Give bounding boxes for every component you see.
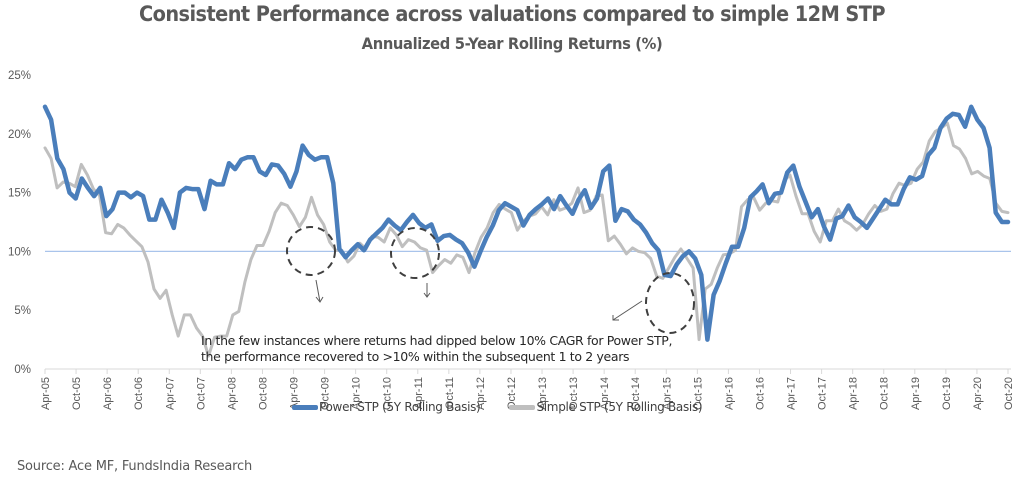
arrow-head (612, 315, 619, 321)
x-tick-label: Oct-16 (754, 377, 766, 410)
x-tick-label: Apr-19 (910, 377, 922, 410)
x-tick-label: Oct-18 (879, 377, 891, 410)
x-tick-label: Apr-07 (164, 377, 176, 410)
series-line-power-stp (42, 104, 1011, 342)
annotation-arrow (315, 279, 321, 303)
x-tick-label: Apr-14 (599, 377, 611, 410)
legend-label-power-stp: Power STP (5Y Rolling Basis) (319, 400, 481, 414)
chart-title: Consistent Performance across valuations… (138, 2, 886, 26)
x-tick-label: Oct-09 (320, 377, 332, 410)
x-tick-label: Oct-07 (195, 377, 207, 410)
x-tick-label: Apr-11 (413, 377, 425, 409)
y-tick-label: 0% (14, 364, 31, 376)
chart-subtitle: Annualized 5-Year Rolling Returns (%) (361, 34, 663, 53)
y-tick-label: 5% (14, 305, 31, 317)
x-tick-label: Oct-08 (257, 377, 269, 410)
x-tick-label: Apr-06 (102, 377, 114, 410)
y-tick-label: 25% (8, 70, 31, 82)
legend-swatch-simple-stp (509, 404, 536, 410)
x-tick-label: Apr-09 (289, 377, 301, 410)
x-tick-label: Apr-08 (226, 377, 238, 410)
series-group (42, 104, 1011, 358)
legend-item-power-stp: Power STP (5Y Rolling Basis) (292, 400, 481, 414)
legend: Power STP (5Y Rolling Basis) Simple STP … (292, 400, 731, 414)
annotations: In the few instances where returns had d… (201, 226, 695, 364)
source-note: Source: Ace MF, FundsIndia Research (17, 459, 252, 474)
dip-highlight-circle (286, 226, 336, 276)
x-tick-label: Oct-10 (382, 377, 394, 410)
annotation-text-line-1: In the few instances where returns had d… (201, 333, 672, 348)
x-tick-label: Oct-19 (941, 377, 953, 410)
x-tick-label: Apr-15 (661, 377, 673, 410)
y-tick-label: 10% (8, 246, 31, 258)
x-tick-label: Apr-20 (972, 377, 984, 410)
y-tick-label: 15% (8, 188, 31, 200)
x-tick-label: Oct-12 (506, 377, 518, 410)
x-tick-label: Oct-06 (133, 377, 145, 410)
y-tick-label: 20% (8, 129, 31, 141)
x-tick-label: Oct-20 (1003, 377, 1015, 410)
annotation-text-line-2: the performance recovered to >10% within… (201, 349, 629, 364)
y-axis: 0% 5% 10% 15% 20% 25% (8, 70, 31, 376)
x-tick-label: Oct-11 (444, 377, 456, 409)
annotation-arrow (612, 300, 643, 321)
x-tick-label: Apr-18 (848, 377, 860, 410)
series-line-simple-stp (43, 121, 1010, 358)
x-tick-label: Oct-15 (692, 377, 704, 410)
legend-swatch-power-stp (292, 404, 318, 410)
legend-item-simple-stp: Simple STP (5Y Rolling Basis) (509, 400, 703, 414)
dip-highlight-circle (645, 272, 695, 334)
x-tick-label: Oct-14 (630, 377, 642, 410)
x-tick-label: Apr-10 (351, 377, 363, 410)
arrow-head (423, 292, 431, 298)
x-tick-label: Apr-16 (723, 377, 735, 410)
x-tick-label: Apr-13 (537, 377, 549, 410)
x-axis: Apr-05 Oct-05 Apr-06 Oct-06 Apr-07 Oct-07 Apr-… (40, 368, 1015, 410)
arrow-head (315, 296, 324, 303)
x-tick-label: Oct-05 (71, 377, 83, 410)
x-tick-label: Apr-05 (40, 377, 52, 410)
x-tick-label: Apr-17 (786, 377, 798, 410)
x-tick-label: Oct-13 (568, 377, 580, 410)
x-tick-label: Oct-17 (817, 377, 829, 410)
legend-label-simple-stp: Simple STP (5Y Rolling Basis) (536, 400, 703, 414)
x-tick-label: Apr-12 (475, 377, 487, 410)
dip-highlight-circle (390, 227, 440, 279)
